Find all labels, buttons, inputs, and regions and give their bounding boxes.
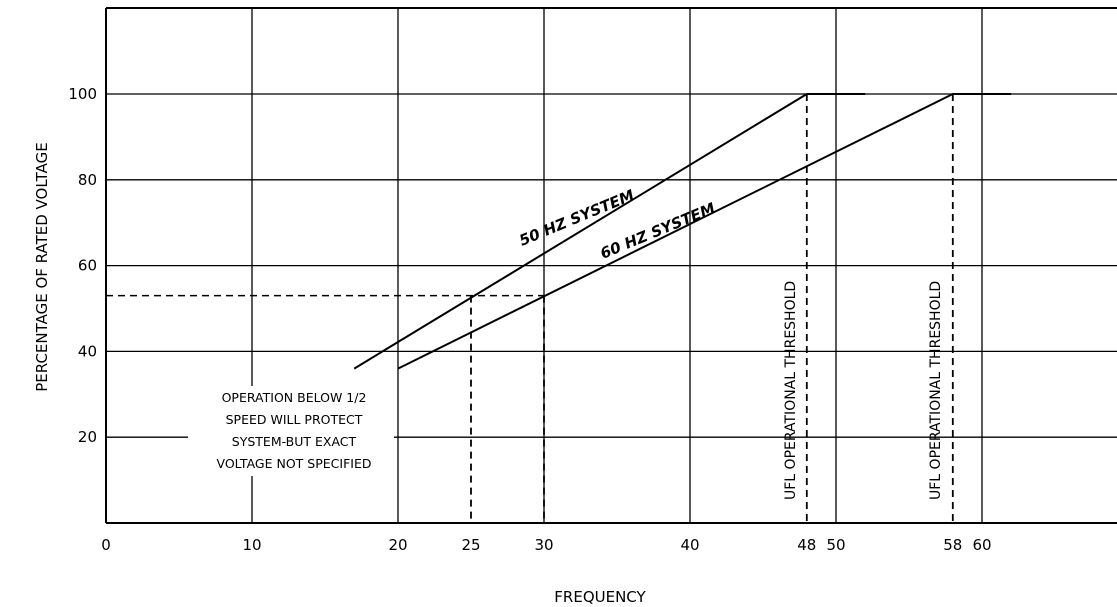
x-tick-label: 30 bbox=[534, 536, 553, 554]
annotation-line-3: SYSTEM-BUT EXACT bbox=[232, 434, 357, 449]
x-tick-label: 25 bbox=[461, 536, 480, 554]
y-axis-label: PERCENTAGE OF RATED VOLTAGE bbox=[33, 142, 51, 392]
y-tick-label: 40 bbox=[78, 342, 97, 360]
y-tick-label: 60 bbox=[78, 257, 97, 275]
x-tick-label: 0 bbox=[101, 536, 111, 554]
y-tick-label: 20 bbox=[78, 428, 97, 446]
x-tick-label: 40 bbox=[680, 536, 699, 554]
x-axis-label: FREQUENCY bbox=[554, 588, 646, 606]
annotation-line-4: VOLTAGE NOT SPECIFIED bbox=[217, 456, 372, 471]
threshold-label-48: UFL OPERATIONAL THRESHOLD bbox=[783, 281, 799, 500]
threshold-label-58: UFL OPERATIONAL THRESHOLD bbox=[928, 281, 944, 500]
y-tick-label: 100 bbox=[68, 85, 97, 103]
plot-frame bbox=[105, 7, 1117, 524]
x-tick-label: 48 bbox=[797, 536, 816, 554]
x-tick-label: 10 bbox=[242, 536, 261, 554]
tick-labels: 0 10 20 25 30 40 48 50 58 60 20 40 60 80 100 bbox=[68, 85, 991, 554]
y-tick-label: 80 bbox=[78, 171, 97, 189]
series-lines bbox=[353, 93, 1012, 370]
annotation-backing bbox=[188, 386, 394, 476]
x-tick-label: 50 bbox=[826, 536, 845, 554]
series-line-1 bbox=[397, 93, 1012, 370]
series-line-0 bbox=[353, 93, 866, 370]
x-tick-label: 60 bbox=[972, 536, 991, 554]
annotation-line-2: SPEED WILL PROTECT bbox=[226, 412, 363, 427]
annotation-line-1: OPERATION BELOW 1/2 bbox=[222, 390, 367, 405]
x-tick-label: 20 bbox=[388, 536, 407, 554]
x-tick-label: 58 bbox=[943, 536, 962, 554]
